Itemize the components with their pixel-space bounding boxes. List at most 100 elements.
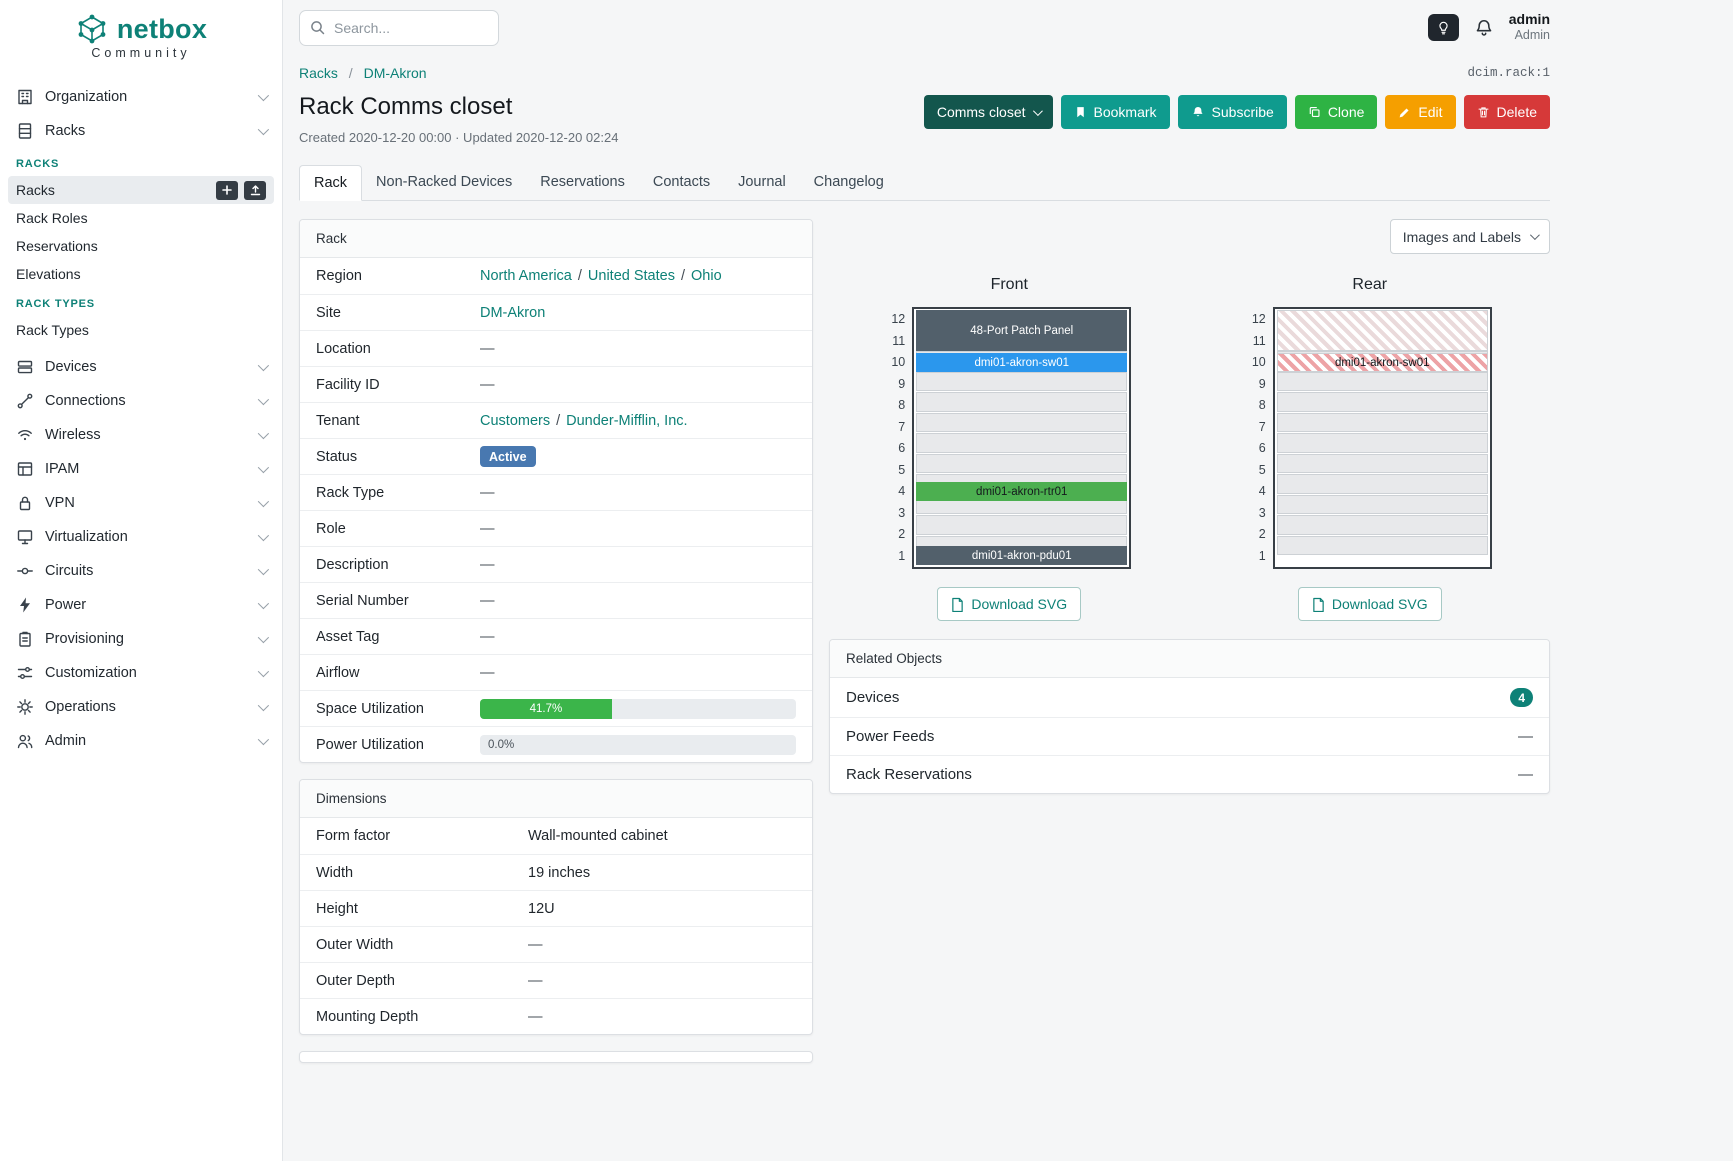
sidebar-item-connections[interactable]: Connections — [8, 384, 274, 418]
field-row-form-factor: Form factor Wall-mounted cabinet — [300, 818, 812, 854]
sidebar-item-operations[interactable]: Operations — [8, 690, 274, 724]
notifications-button[interactable] — [1474, 18, 1494, 38]
bookmark-button[interactable]: Bookmark — [1060, 95, 1170, 129]
status-badge: Active — [480, 446, 536, 467]
unit-number: 3 — [898, 505, 906, 520]
subnav-section-racks: RACKS — [16, 158, 60, 170]
device-patch-panel-rear-ghost[interactable] — [1276, 310, 1488, 351]
empty-value: — — [480, 592, 495, 609]
clone-button[interactable]: Clone — [1294, 95, 1378, 129]
device-label: dmi01-akron-sw01 — [1334, 356, 1430, 369]
search-input[interactable] — [299, 9, 499, 46]
tab-rack[interactable]: Rack — [299, 165, 363, 201]
breadcrumb-racks-link[interactable]: Racks — [299, 65, 338, 81]
sidebar-item-circuits[interactable]: Circuits — [8, 554, 274, 588]
download-svg-front-button[interactable]: Download SVG — [937, 587, 1082, 621]
download-svg-rear-button[interactable]: Download SVG — [1297, 587, 1442, 621]
sidebar-item-admin[interactable]: Admin — [8, 724, 274, 758]
subscribe-button[interactable]: Subscribe — [1177, 95, 1287, 129]
tab-reservations[interactable]: Reservations — [540, 174, 625, 190]
sidebar-item-rack-roles[interactable]: Rack Roles — [8, 204, 274, 232]
next-card-partial — [299, 1051, 813, 1063]
field-label: Serial Number — [316, 592, 409, 609]
download-svg-label: Download SVG — [1331, 596, 1428, 612]
front-rack-box: 48-Port Patch Panel dmi01-akron-sw01 dmi… — [912, 307, 1132, 569]
subnav-section-rack-types: RACK TYPES — [16, 298, 95, 310]
unit-number: 1 — [898, 548, 906, 563]
view-selector-button[interactable]: Comms closet — [923, 95, 1053, 129]
chevron-down-icon — [257, 393, 270, 406]
field-row-region: Region North America / United States / O… — [300, 258, 812, 294]
sidebar-item-vpn[interactable]: VPN — [8, 486, 274, 520]
theme-toggle-button[interactable] — [1427, 14, 1459, 41]
left-column: Rack Region North America / United State… — [299, 219, 813, 1063]
tenant-link[interactable]: Dunder-Mifflin, Inc. — [566, 412, 688, 429]
related-row-rack-reservations[interactable]: Rack Reservations — — [830, 755, 1549, 793]
object-reference: dcim.rack:1 — [1467, 66, 1550, 80]
tab-journal[interactable]: Journal — [738, 174, 786, 190]
chevron-down-icon — [257, 427, 270, 440]
import-racks-button[interactable] — [244, 180, 266, 200]
chevron-down-icon — [257, 495, 270, 508]
main-area: admin Admin Racks / DM-Akron dcim.rack:1… — [283, 0, 1733, 1161]
sidebar-item-elevations[interactable]: Elevations — [8, 260, 274, 288]
tab-changelog[interactable]: Changelog — [813, 174, 884, 190]
chevron-down-icon — [257, 699, 270, 712]
tenant-group-link[interactable]: Customers — [480, 412, 551, 429]
sidebar-item-provisioning[interactable]: Provisioning — [8, 622, 274, 656]
sidebar-item-label: Organization — [45, 89, 128, 105]
device-label: dmi01-akron-pdu01 — [971, 549, 1072, 562]
netbox-logo-icon — [78, 14, 106, 44]
device-switch-rear-ghost[interactable]: dmi01-akron-sw01 — [1276, 353, 1488, 372]
power-utilization-bar: 0.0% — [480, 734, 796, 755]
sidebar-item-power[interactable]: Power — [8, 588, 274, 622]
chevron-down-icon — [257, 89, 270, 102]
sidebar-item-customization[interactable]: Customization — [8, 656, 274, 690]
delete-button[interactable]: Delete — [1463, 95, 1550, 129]
device-pdu[interactable]: dmi01-akron-pdu01 — [916, 546, 1128, 565]
device-label: dmi01-akron-rtr01 — [976, 485, 1068, 498]
region-link[interactable]: North America — [480, 268, 572, 284]
front-title: Front — [990, 276, 1028, 293]
breadcrumb-site-link[interactable]: DM-Akron — [363, 65, 427, 81]
sidebar-item-ipam[interactable]: IPAM — [8, 452, 274, 486]
user-menu[interactable]: admin Admin — [1509, 11, 1550, 44]
value-separator: / — [577, 268, 582, 284]
related-objects-title: Related Objects — [830, 640, 1549, 678]
device-router[interactable]: dmi01-akron-rtr01 — [916, 482, 1128, 501]
region-link[interactable]: Ohio — [691, 268, 722, 284]
sidebar-item-reservations[interactable]: Reservations — [8, 232, 274, 260]
tab-contacts[interactable]: Contacts — [652, 174, 711, 190]
circuit-icon — [17, 567, 33, 575]
unit-number: 9 — [898, 376, 906, 391]
sidebar-item-rack-types[interactable]: Rack Types — [8, 316, 274, 344]
related-row-power-feeds[interactable]: Power Feeds — — [830, 717, 1549, 755]
sidebar-item-racks[interactable]: Racks — [8, 114, 274, 148]
chevron-down-icon — [257, 563, 270, 576]
chevron-down-icon — [257, 631, 270, 644]
sidebar-item-racks-list[interactable]: Racks — [8, 176, 274, 204]
add-rack-button[interactable] — [216, 180, 238, 200]
sidebar-item-devices[interactable]: Devices — [8, 350, 274, 384]
sidebar-nav: Organization Racks RACKS Racks — [0, 68, 282, 766]
field-row-mounting-depth: Mounting Depth — — [300, 998, 812, 1034]
tab-non-racked-devices[interactable]: Non-Racked Devices — [376, 174, 513, 190]
netbox-logo[interactable]: netbox Community — [0, 0, 282, 68]
sidebar-item-organization[interactable]: Organization — [8, 80, 274, 114]
site-link[interactable]: DM-Akron — [480, 304, 546, 321]
sidebar-item-wireless[interactable]: Wireless — [8, 418, 274, 452]
sidebar-item-virtualization[interactable]: Virtualization — [8, 520, 274, 554]
device-switch[interactable]: dmi01-akron-sw01 — [916, 353, 1128, 372]
user-role: Admin — [1514, 28, 1550, 43]
empty-value: — — [528, 1008, 543, 1025]
images-and-labels-button[interactable]: Images and Labels — [1389, 219, 1550, 254]
device-patch-panel[interactable]: 48-Port Patch Panel — [916, 310, 1128, 351]
related-row-devices[interactable]: Devices 4 — [830, 678, 1549, 717]
breadcrumb-separator: / — [348, 65, 353, 81]
edit-button[interactable]: Edit — [1385, 95, 1456, 129]
empty-value: — — [480, 376, 495, 393]
field-label: Power Utilization — [316, 736, 424, 753]
breadcrumb-row: Racks / DM-Akron dcim.rack:1 — [299, 65, 1550, 81]
region-link[interactable]: United States — [587, 268, 675, 284]
rack-slot — [1276, 392, 1488, 412]
